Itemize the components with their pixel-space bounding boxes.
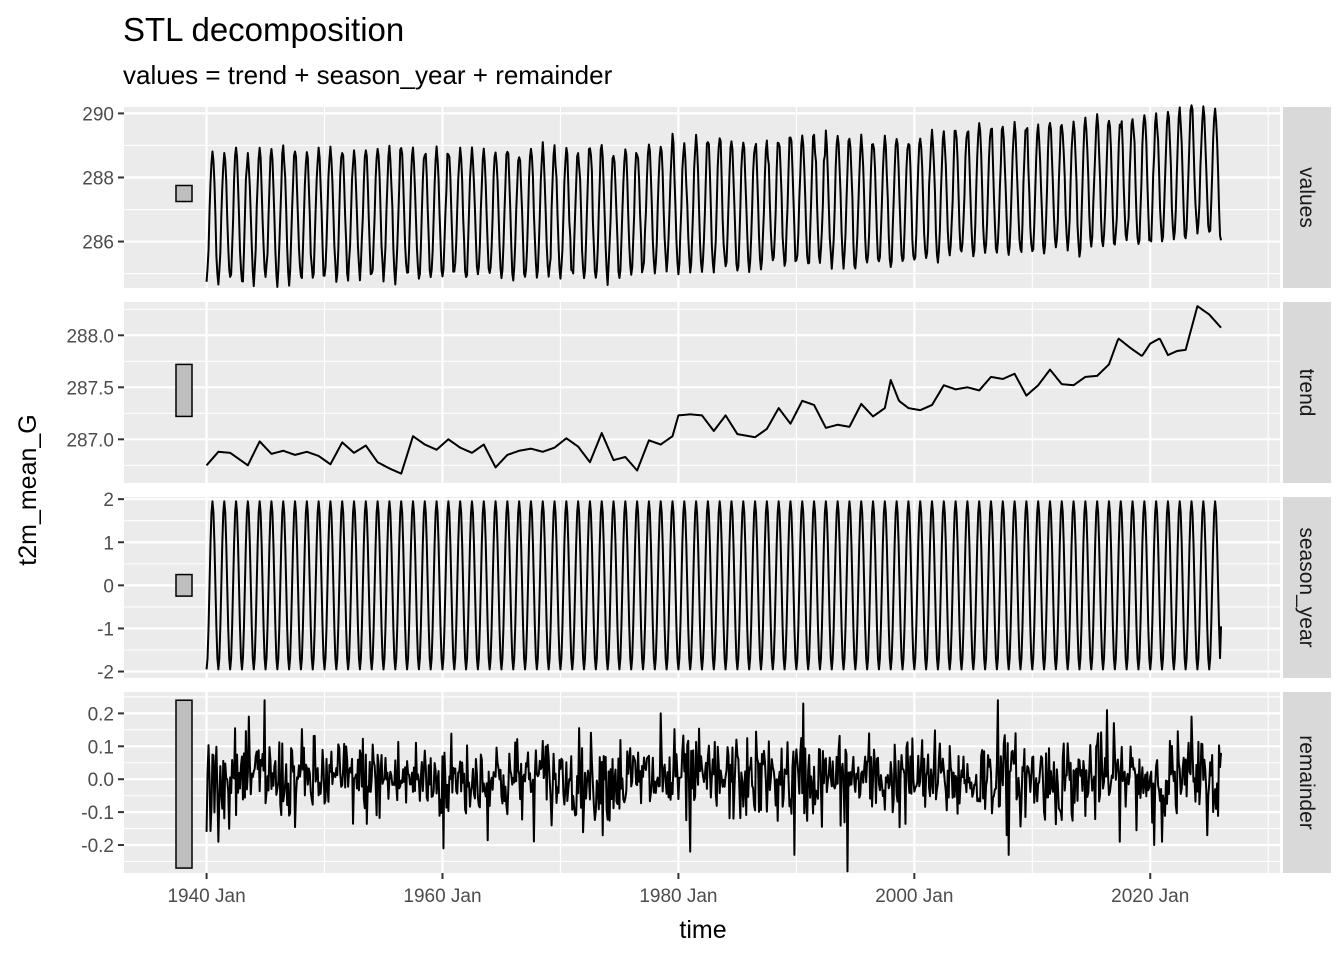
y-tick-label: 0.1: [88, 737, 114, 758]
scale-bar: [175, 363, 193, 418]
y-tick-label: 288.0: [66, 326, 114, 347]
x-axis: 1940 Jan 1960 Jan 1980 Jan 2000 Jan 2020 Jan: [167, 873, 1189, 907]
facet-panels: 286 288 290 values 287.0 287.5 288.0 trend -2 -1 0…: [66, 104, 1331, 873]
y-tick-label: 287.0: [66, 430, 114, 451]
series-line-season_year: [205, 500, 1223, 671]
x-tick-label: 1940 Jan: [167, 886, 245, 907]
x-tick-label: 2000 Jan: [875, 886, 953, 907]
y-tick-label: 2: [103, 490, 114, 511]
y-tick-label: 286: [82, 233, 114, 254]
series-line-values: [205, 104, 1222, 288]
x-axis-title: time: [679, 916, 726, 944]
x-tick-label: 2020 Jan: [1111, 886, 1189, 907]
y-tick-label: 290: [82, 104, 114, 125]
y-tick-label: -0.2: [81, 836, 114, 857]
chart-title: STL decomposition: [123, 11, 404, 48]
panel-season_year: -2 -1 0 1 2 season_year: [97, 490, 1331, 684]
facet-strip-label: season_year: [1295, 527, 1318, 647]
y-tick-label: 288: [82, 168, 114, 189]
panel-trend: 287.0 287.5 288.0 trend: [66, 302, 1331, 483]
facet-strip-label: trend: [1295, 369, 1318, 417]
y-axis-title: t2m_mean_G: [14, 414, 42, 565]
chart-subtitle: values = trend + season_year + remainder: [123, 60, 613, 90]
facet-strip: [1283, 497, 1331, 678]
y-tick-label: 0: [103, 576, 114, 597]
facet-strip: [1283, 302, 1331, 483]
scale-bar: [175, 573, 193, 597]
y-tick-label: 0.0: [88, 770, 114, 791]
panel-remainder: -0.2 -0.1 0.0 0.1 0.2 remainder: [81, 692, 1331, 873]
x-tick-label: 1960 Jan: [403, 886, 481, 907]
facet-strip-label: remainder: [1295, 735, 1318, 830]
y-tick-label: 1: [103, 533, 114, 554]
y-tick-label: -0.1: [81, 803, 114, 824]
scale-bar: [175, 184, 193, 203]
facet-strip: [1283, 107, 1331, 288]
series-line-trend: [205, 305, 1222, 475]
facet-strip: [1283, 692, 1331, 873]
series-line-remainder: [205, 699, 1223, 873]
y-tick-label: 287.5: [66, 378, 114, 399]
panel-background: [124, 302, 1280, 483]
y-tick-label: -2: [97, 663, 114, 684]
panel-values: 286 288 290 values: [82, 104, 1331, 288]
y-tick-label: -1: [97, 619, 114, 640]
y-tick-label: 0.2: [88, 704, 114, 725]
scale-bar: [175, 699, 193, 869]
x-tick-label: 1980 Jan: [639, 886, 717, 907]
facet-strip-label: values: [1295, 167, 1318, 228]
